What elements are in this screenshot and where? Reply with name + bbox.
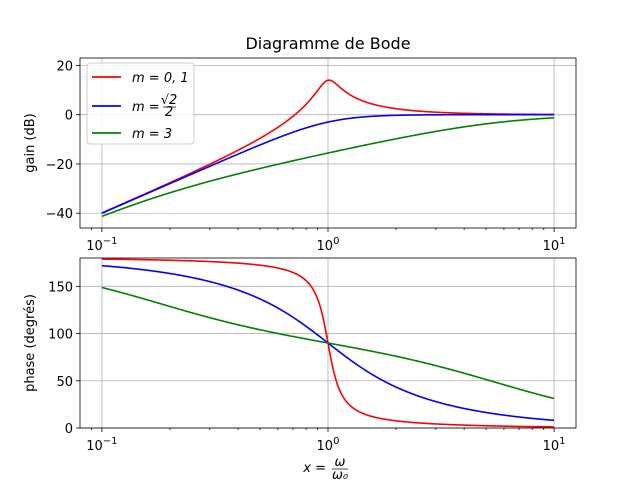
y-tick-label: −40 — [46, 207, 73, 222]
series-line-0 — [101, 79, 555, 214]
x-tick-label: 101 — [543, 236, 566, 254]
y-axis-label: gain (dB) — [23, 113, 38, 173]
y-tick-label: 100 — [48, 328, 73, 343]
x-tick-label: 10−1 — [86, 236, 117, 254]
legend-frame — [86, 62, 195, 145]
legend-label-0: m = 0, 1 — [132, 71, 189, 86]
x-tick-label: 100 — [317, 236, 340, 254]
y-tick-label: 0 — [65, 109, 73, 124]
phase-plot: 0 50 100 150 10−1 100 101 phase (degrés) x = ωω₀ — [23, 257, 577, 480]
y-tick-label: −20 — [46, 158, 73, 173]
x-tick-label: 10−1 — [86, 436, 117, 454]
y-tick-label: 150 — [48, 280, 73, 295]
x-label-den: ω₀ — [332, 468, 349, 480]
x-tick-label: 101 — [543, 436, 566, 454]
legend: m = 0, 1 m = √22 m = 3 — [86, 62, 195, 145]
gain-plot: −40 −20 0 20 10−1 100 101 gain (dB) m = 0, 1 m = √… — [23, 57, 577, 254]
x-tick-label: 100 — [317, 436, 340, 454]
legend-label-1: m = — [132, 100, 160, 115]
y-tick-label: 50 — [56, 375, 73, 390]
x-label-num: ω — [335, 455, 346, 470]
y-tick-label: 0 — [65, 422, 73, 437]
y-axis-label: phase (degrés) — [23, 294, 38, 392]
x-label-lhs: x = — [302, 461, 326, 476]
legend-frac-num: √2 — [161, 93, 178, 108]
series-line-1 — [101, 113, 555, 214]
chart-title: Diagramme de Bode — [245, 34, 410, 53]
x-axis-label: x = ωω₀ — [302, 455, 349, 480]
series-line-2 — [101, 286, 555, 400]
legend-label-2: m = 3 — [132, 127, 172, 142]
legend-frac-den: 2 — [165, 105, 173, 120]
y-tick-label: 20 — [56, 59, 73, 74]
series-line-2 — [101, 117, 555, 218]
